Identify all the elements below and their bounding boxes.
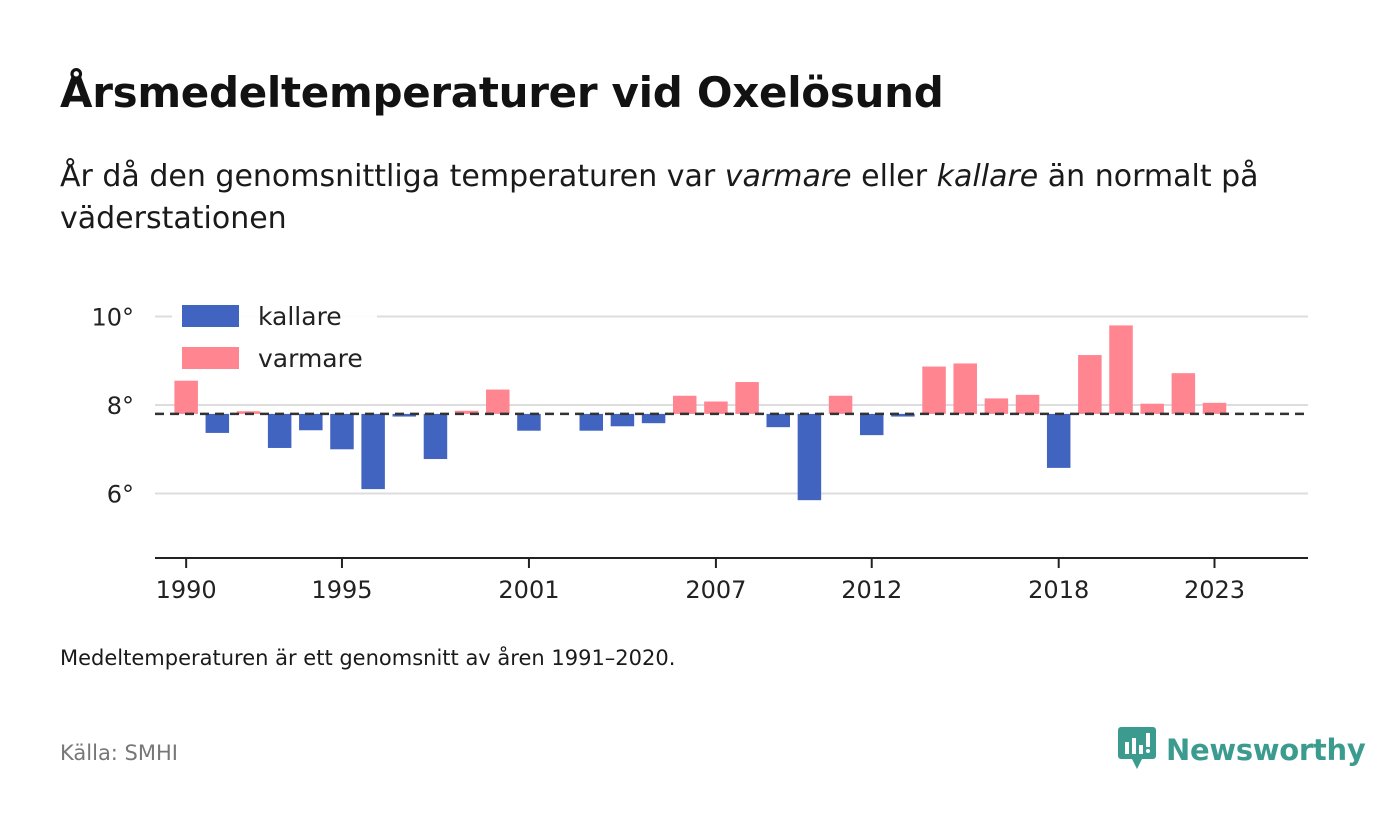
bar-2012: [859, 413, 884, 436]
bar-2016: [984, 398, 1009, 414]
bar-1991: [205, 413, 230, 433]
subtitle-warm-word: varmare: [724, 159, 852, 194]
x-tick-label: 1995: [311, 576, 372, 604]
temperature-chart: 6° 8° 10° 1990 1995 2001 2007 2012 2018 2023 kalla…: [91, 302, 1308, 604]
chart-note: Medeltemperaturen är ett genomsnitt av å…: [60, 646, 676, 670]
bar-1997: [392, 413, 417, 417]
y-tick-label: 8°: [107, 392, 134, 420]
bar-2014: [922, 366, 946, 414]
chart-title: Årsmedeltemperaturer vid Oxelösund: [60, 68, 944, 117]
bar-2006: [673, 395, 697, 414]
x-tick-label: 2001: [498, 576, 559, 604]
bar-2008: [735, 382, 759, 414]
bar-2003: [579, 413, 604, 431]
bar-2015: [953, 363, 977, 414]
bar-2009: [766, 413, 790, 428]
bar-1990: [174, 380, 198, 414]
y-tick-label: 6°: [107, 481, 134, 509]
bar-1996: [361, 413, 385, 490]
bar-1992: [236, 411, 261, 414]
legend-swatch-varmare: [182, 347, 239, 369]
subtitle-part1: År då den genomsnittliga temperaturen va…: [60, 159, 725, 194]
bar-2023: [1202, 402, 1227, 414]
bar-2007: [704, 401, 728, 414]
bar-2010: [797, 413, 822, 501]
bar-2017: [1015, 394, 1040, 414]
x-tick-label: 1990: [156, 576, 217, 604]
newsworthy-logo-icon: [1118, 726, 1156, 774]
x-tick-label: 2012: [841, 576, 902, 604]
bar-2005: [641, 413, 666, 424]
source-label: Källa: SMHI: [60, 741, 178, 765]
y-tick-label: 10°: [91, 304, 134, 332]
bar-2022: [1171, 373, 1196, 414]
bar-2001: [517, 413, 541, 431]
bar-1994: [299, 413, 323, 431]
newsworthy-brand: Newsworthy: [1118, 726, 1366, 774]
legend-label-kallare: kallare: [258, 302, 342, 331]
bar-2004: [610, 413, 635, 427]
x-tick-label: 2018: [1028, 576, 1089, 604]
bar-1993: [267, 413, 292, 448]
subtitle-cold-word: kallare: [936, 159, 1039, 194]
bar-1995: [330, 413, 354, 450]
subtitle-part3: än normalt på väderstationen: [60, 159, 1259, 236]
x-tick-label: 2023: [1184, 576, 1245, 604]
newsworthy-brand-name: Newsworthy: [1166, 733, 1366, 767]
bar-1998: [423, 413, 448, 460]
legend-label-varmare: varmare: [258, 344, 363, 373]
bar-2019: [1078, 355, 1102, 414]
bar-2021: [1140, 403, 1164, 414]
bar-1999: [454, 410, 479, 414]
x-tick-label: 2007: [685, 576, 746, 604]
chart-subtitle: År då den genomsnittliga temperaturen va…: [60, 156, 1340, 240]
bar-2020: [1109, 325, 1133, 414]
bar-2000: [486, 389, 510, 414]
bar-2013: [891, 413, 915, 417]
bar-2011: [828, 395, 853, 414]
legend-swatch-kallare: [182, 305, 239, 327]
subtitle-part2: eller: [851, 159, 937, 194]
bar-2018: [1046, 413, 1071, 468]
